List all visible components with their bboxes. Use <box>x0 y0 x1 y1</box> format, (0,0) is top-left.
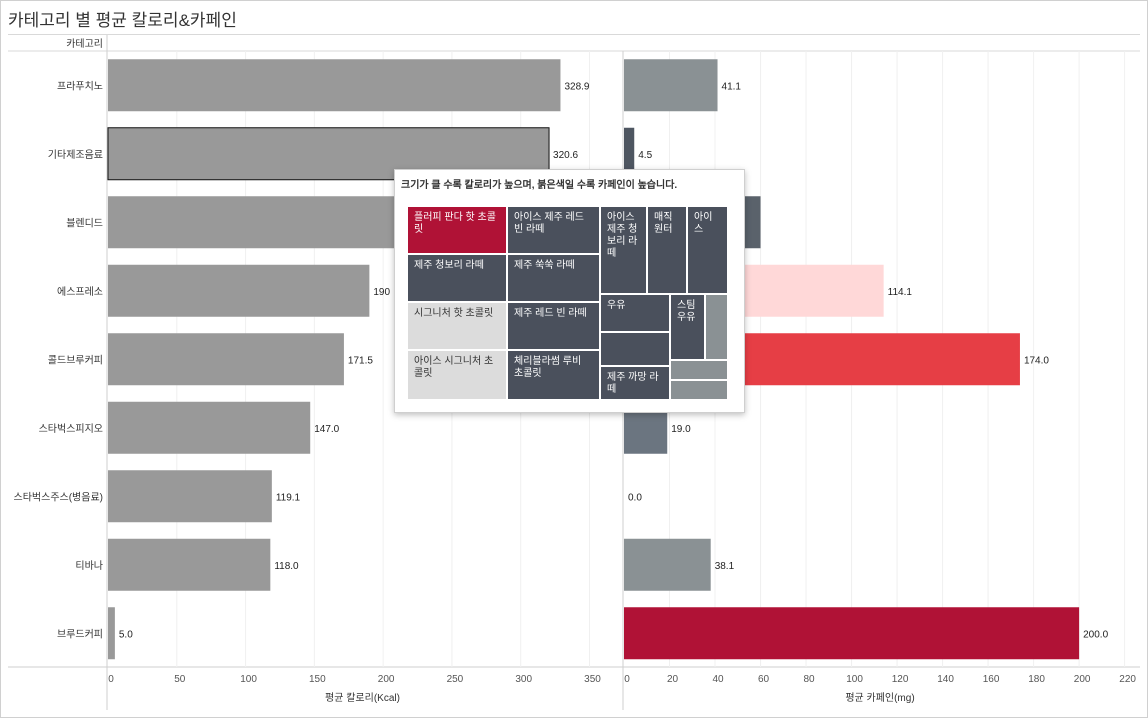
x-tick-label: 40 <box>712 674 724 685</box>
treemap-tooltip: 크기가 클 수록 칼로리가 높으며, 붉은색일 수록 카페인이 높습니다. 플러… <box>394 169 745 413</box>
x-tick-label: 120 <box>892 674 909 685</box>
bar-calories <box>108 264 370 317</box>
x-tick-label: 80 <box>803 674 815 685</box>
category-label: 스타벅스주스(병음료) <box>14 491 103 503</box>
bar-calories <box>108 401 311 454</box>
category-header: 카테고리 <box>66 38 103 50</box>
category-label: 콜드브루커피 <box>48 354 103 366</box>
data-label: 0.0 <box>628 492 642 503</box>
x-tick-label: 220 <box>1119 674 1136 685</box>
data-label: 174.0 <box>1024 355 1049 366</box>
treemap-cell: 체리블라썸 루비 초콜릿 <box>507 350 600 400</box>
bar-caffeine <box>624 127 635 180</box>
x-tick-label: 100 <box>846 674 863 685</box>
data-label: 4.5 <box>638 150 652 161</box>
data-label: 119.1 <box>276 492 301 503</box>
bar-calories <box>108 59 561 112</box>
data-label: 19.0 <box>671 424 691 435</box>
treemap-cell: 제주 까망 라떼 <box>600 366 670 400</box>
x-tick-label: 150 <box>309 674 326 685</box>
data-label: 5.0 <box>119 629 133 640</box>
x-tick-label: 200 <box>1074 674 1091 685</box>
treemap: 플러피 판다 핫 초콜릿 아이스 제주 레드 빈 라떼 아이스 제주 청보리 라떼 매… <box>407 206 728 400</box>
treemap-cell: 아이스 시그니처 초콜릿 <box>407 350 507 400</box>
treemap-cell: 매직 원터 <box>647 206 687 294</box>
data-label: 147.0 <box>314 424 339 435</box>
treemap-cell: 스팀 우유 <box>670 294 705 360</box>
category-label: 블렌디드 <box>66 217 103 229</box>
bar-calories <box>108 538 271 591</box>
category-label: 티바나 <box>75 560 103 572</box>
x-tick-label: 20 <box>667 674 679 685</box>
data-label: 114.1 <box>888 287 913 298</box>
x-axis-title: 평균 칼로리(Kcal) <box>325 691 400 704</box>
x-tick-label: 140 <box>937 674 954 685</box>
treemap-cell <box>670 380 728 400</box>
x-tick-label: 50 <box>174 674 186 685</box>
page-title: 카테고리 별 평균 칼로리&카페인 <box>8 11 237 30</box>
category-label: 스타벅스피지오 <box>39 423 103 435</box>
category-label: 프라푸치노 <box>57 80 103 92</box>
treemap-cell: 아이스 <box>687 206 728 294</box>
category-label: 에스프레소 <box>57 286 103 298</box>
x-tick-label: 200 <box>378 674 395 685</box>
bar-caffeine <box>624 538 711 591</box>
data-label: 38.1 <box>715 561 735 572</box>
treemap-cell: 제주 레드 빈 라떼 <box>507 302 600 350</box>
data-label: 41.1 <box>722 81 742 92</box>
treemap-cell: 아이스 제주 청보리 라떼 <box>600 206 647 294</box>
data-label: 328.9 <box>564 81 589 92</box>
x-tick-label: 180 <box>1028 674 1045 685</box>
bar-calories <box>108 607 115 660</box>
data-label: 320.6 <box>553 150 578 161</box>
data-label: 190 <box>373 287 390 298</box>
treemap-cell <box>705 294 728 360</box>
category-label: 기타제조음료 <box>48 149 103 161</box>
treemap-cell: 아이스 제주 레드 빈 라떼 <box>507 206 600 254</box>
treemap-cell: 시그니처 핫 초콜릿 <box>407 302 507 350</box>
data-label: 118.0 <box>274 561 299 572</box>
x-tick-label: 250 <box>447 674 464 685</box>
x-axis-title: 평균 카페인(mg) <box>845 692 914 704</box>
bar-calories <box>108 333 344 386</box>
bar-caffeine <box>624 59 718 112</box>
x-tick-label: 100 <box>240 674 257 685</box>
category-label: 브루드커피 <box>57 628 103 640</box>
treemap-cell <box>600 332 670 366</box>
bar-calories <box>108 470 272 523</box>
treemap-cell: 플러피 판다 핫 초콜릿 <box>407 206 507 254</box>
bar-caffeine <box>624 607 1080 660</box>
title-divider <box>8 34 1140 35</box>
treemap-cell: 우유 <box>600 294 670 332</box>
treemap-cell: 제주 쑥쑥 라떼 <box>507 254 600 302</box>
x-tick-label: 160 <box>983 674 1000 685</box>
tooltip-caption: 크기가 클 수록 칼로리가 높으며, 붉은색일 수록 카페인이 높습니다. <box>401 180 678 191</box>
treemap-cell: 제주 청보리 라떼 <box>407 254 507 302</box>
data-label: 200.0 <box>1083 629 1108 640</box>
treemap-cell <box>670 360 728 380</box>
x-tick-label: 0 <box>624 674 630 685</box>
x-tick-label: 300 <box>515 674 532 685</box>
data-label: 171.5 <box>348 355 373 366</box>
x-tick-label: 350 <box>584 674 601 685</box>
x-tick-label: 0 <box>108 674 114 685</box>
x-tick-label: 60 <box>758 674 770 685</box>
